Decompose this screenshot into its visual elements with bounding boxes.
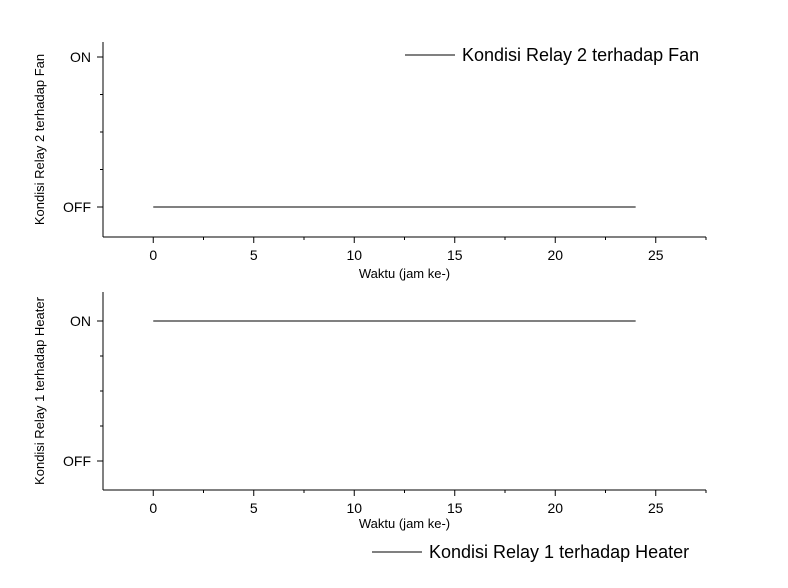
x-tick-label: 10 xyxy=(346,500,362,516)
x-tick-label: 0 xyxy=(149,247,157,263)
legend-label: Kondisi Relay 2 terhadap Fan xyxy=(462,45,699,65)
y-tick-label: OFF xyxy=(63,453,91,469)
x-tick-label: 20 xyxy=(547,500,563,516)
y-tick-label: ON xyxy=(70,49,91,65)
x-tick-label: 15 xyxy=(447,500,463,516)
x-tick-label: 15 xyxy=(447,247,463,263)
x-tick-label: 5 xyxy=(250,500,258,516)
y-tick-label: OFF xyxy=(63,199,91,215)
x-axis-title: Waktu (jam ke-) xyxy=(359,516,450,531)
x-tick-label: 5 xyxy=(250,247,258,263)
x-tick-label: 20 xyxy=(547,247,563,263)
y-tick-label: ON xyxy=(70,313,91,329)
x-axis-title: Waktu (jam ke-) xyxy=(359,266,450,281)
y-axis-title: Kondisi Relay 1 terhadap Heater xyxy=(32,296,47,485)
x-tick-label: 25 xyxy=(648,500,664,516)
x-tick-label: 0 xyxy=(149,500,157,516)
chart-panel-1: 0 5 10 15 20 25 OFF ON Waktu (jam ke-) Kondisi Re… xyxy=(32,42,707,281)
x-tick-label: 10 xyxy=(346,247,362,263)
chart-panel-2: 0 5 10 15 20 25 OFF ON Waktu (jam ke-) Kondisi Re… xyxy=(32,292,707,562)
legend-label: Kondisi Relay 1 terhadap Heater xyxy=(429,542,689,562)
y-axis-title: Kondisi Relay 2 terhadap Fan xyxy=(32,54,47,225)
x-tick-label: 25 xyxy=(648,247,664,263)
